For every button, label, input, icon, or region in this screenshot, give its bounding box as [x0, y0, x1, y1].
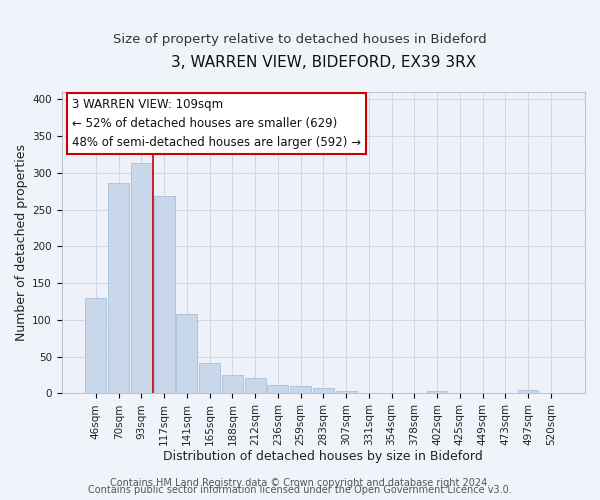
Text: Contains public sector information licensed under the Open Government Licence v3: Contains public sector information licen… [88, 485, 512, 495]
Bar [154, 196, 175, 394]
Bar [245, 378, 266, 394]
Bar [131, 162, 152, 394]
Bar [427, 392, 448, 394]
Text: Size of property relative to detached houses in Bideford: Size of property relative to detached ho… [113, 32, 487, 46]
Bar [335, 392, 356, 394]
Bar [268, 386, 288, 394]
Bar [313, 388, 334, 394]
Bar [290, 386, 311, 394]
X-axis label: Distribution of detached houses by size in Bideford: Distribution of detached houses by size … [163, 450, 483, 462]
Bar [518, 390, 538, 394]
Y-axis label: Number of detached properties: Number of detached properties [15, 144, 28, 341]
Bar [108, 183, 129, 394]
Bar [85, 298, 106, 394]
Bar [176, 314, 197, 394]
Bar [199, 364, 220, 394]
Title: 3, WARREN VIEW, BIDEFORD, EX39 3RX: 3, WARREN VIEW, BIDEFORD, EX39 3RX [170, 55, 476, 70]
Bar [222, 375, 243, 394]
Text: 3 WARREN VIEW: 109sqm
← 52% of detached houses are smaller (629)
48% of semi-det: 3 WARREN VIEW: 109sqm ← 52% of detached … [72, 98, 361, 149]
Text: Contains HM Land Registry data © Crown copyright and database right 2024.: Contains HM Land Registry data © Crown c… [110, 478, 490, 488]
